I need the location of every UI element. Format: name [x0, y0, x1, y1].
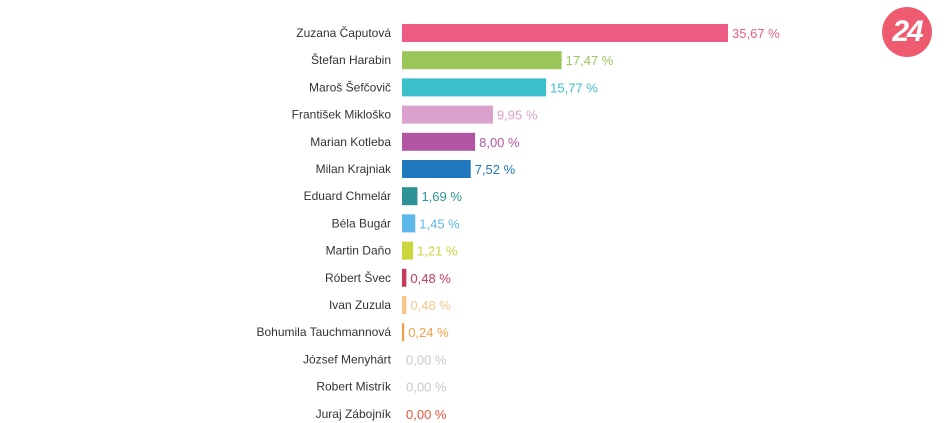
value-label: 1,21 %	[417, 244, 458, 259]
category-label: Béla Bugár	[332, 216, 391, 230]
bar[interactable]	[402, 105, 493, 124]
category-label: József Menyhárt	[303, 352, 392, 366]
bar[interactable]	[402, 187, 418, 206]
value-label: 0,00 %	[406, 352, 447, 367]
category-label: Róbert Švec	[325, 270, 391, 285]
category-label: Štefan Harabin	[311, 52, 391, 67]
bar[interactable]	[402, 214, 416, 233]
value-label: 0,48 %	[410, 298, 451, 313]
bar[interactable]	[402, 160, 471, 178]
category-label: Bohumila Tauchmannová	[256, 325, 391, 339]
category-label: Marian Kotleba	[310, 135, 391, 149]
category-label: Zuzana Čaputová	[296, 25, 391, 40]
brand-logo[interactable]: 24	[882, 7, 932, 57]
category-label: Eduard Chmelár	[304, 189, 391, 203]
value-label: 35,67 %	[732, 26, 780, 41]
value-label: 17,47 %	[566, 53, 614, 68]
category-label: Maroš Šefčovič	[309, 79, 391, 94]
value-label: 1,45 %	[419, 216, 460, 231]
bar[interactable]	[402, 241, 414, 260]
category-label: Milan Krajniak	[316, 162, 392, 176]
value-label: 1,69 %	[421, 189, 462, 204]
value-label: 15,77 %	[550, 80, 598, 95]
value-label: 0,00 %	[406, 407, 447, 422]
category-label: Ivan Zuzula	[329, 298, 391, 312]
bar[interactable]	[402, 24, 728, 42]
category-label: Juraj Zábojník	[316, 407, 392, 421]
bar[interactable]	[402, 296, 407, 314]
bar[interactable]	[402, 132, 476, 151]
value-label: 0,24 %	[408, 325, 449, 340]
category-label: František Mikloško	[292, 108, 392, 122]
bar[interactable]	[402, 78, 547, 97]
value-label: 0,00 %	[406, 380, 447, 395]
value-label: 9,95 %	[497, 108, 538, 123]
bar[interactable]	[402, 323, 405, 342]
value-label: 7,52 %	[475, 162, 516, 177]
category-label: Martin Daňo	[326, 244, 392, 258]
category-label: Robert Mistrík	[316, 380, 392, 394]
bar[interactable]	[402, 268, 407, 287]
value-label: 0,48 %	[410, 271, 451, 286]
bar[interactable]	[402, 51, 562, 70]
value-label: 8,00 %	[479, 135, 520, 150]
brand-logo-text: 24	[892, 15, 923, 48]
